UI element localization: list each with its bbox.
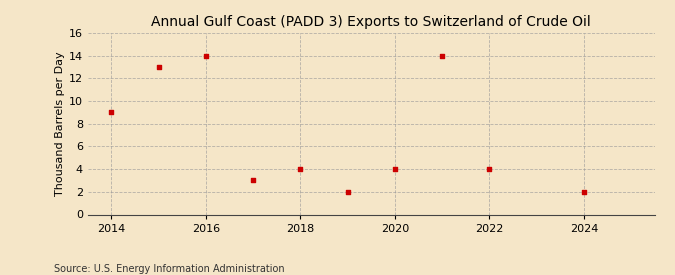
Point — [106, 110, 117, 115]
Title: Annual Gulf Coast (PADD 3) Exports to Switzerland of Crude Oil: Annual Gulf Coast (PADD 3) Exports to Sw… — [151, 15, 591, 29]
Point — [153, 65, 164, 69]
Point — [342, 190, 353, 194]
Point — [248, 178, 259, 183]
Point — [389, 167, 400, 171]
Y-axis label: Thousand Barrels per Day: Thousand Barrels per Day — [55, 51, 65, 196]
Point — [200, 53, 211, 58]
Point — [578, 190, 589, 194]
Text: Source: U.S. Energy Information Administration: Source: U.S. Energy Information Administ… — [54, 264, 285, 274]
Point — [484, 167, 495, 171]
Point — [437, 53, 448, 58]
Point — [295, 167, 306, 171]
